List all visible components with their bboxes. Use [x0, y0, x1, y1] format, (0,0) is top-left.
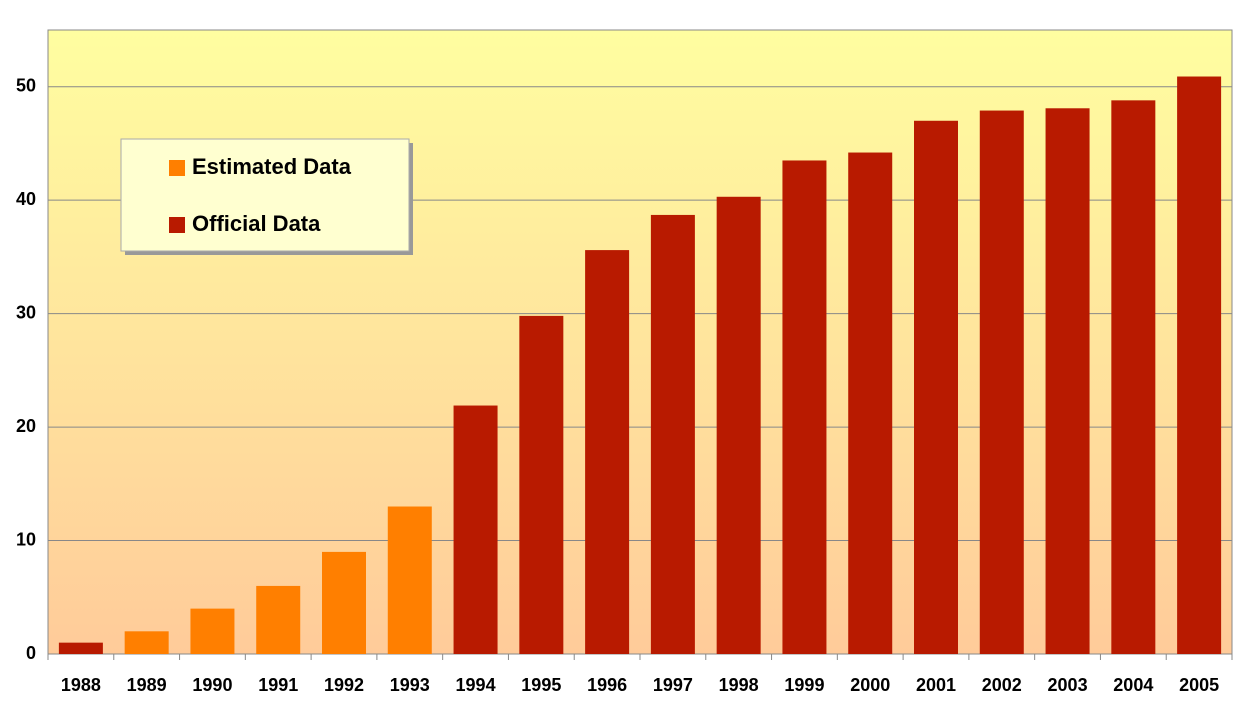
x-tick-label: 2003 — [1048, 675, 1088, 695]
bar — [585, 250, 630, 655]
x-tick-label: 1989 — [127, 675, 167, 695]
bar — [650, 214, 695, 654]
x-tick-label: 1999 — [784, 675, 824, 695]
legend-swatch — [169, 217, 185, 233]
x-tick-label: 2000 — [850, 675, 890, 695]
legend: Estimated Data Official Data — [120, 138, 413, 255]
y-tick-label: 30 — [16, 302, 36, 322]
y-tick-label: 40 — [16, 189, 36, 209]
x-tick-label: 1996 — [587, 675, 627, 695]
bar — [1045, 108, 1090, 655]
legend-swatch — [169, 160, 185, 176]
bar — [58, 642, 103, 654]
legend-label: Official Data — [192, 211, 321, 236]
x-tick-label: 1998 — [719, 675, 759, 695]
bar — [387, 506, 432, 654]
bar — [782, 160, 827, 655]
y-tick-label: 20 — [16, 416, 36, 436]
bar — [256, 585, 301, 654]
bar — [914, 120, 958, 655]
x-tick-label: 1995 — [521, 675, 561, 695]
legend-label: Estimated Data — [192, 154, 352, 179]
y-tick-label: 50 — [16, 75, 36, 95]
x-tick-label: 1991 — [258, 675, 298, 695]
bar — [1111, 100, 1156, 655]
bar — [322, 551, 366, 654]
x-tick-label: 2001 — [916, 675, 956, 695]
y-tick-label: 10 — [16, 529, 36, 549]
bar — [453, 405, 498, 654]
x-tick-label: 2005 — [1179, 675, 1219, 695]
bar — [190, 608, 235, 654]
x-tick-label: 1988 — [61, 675, 101, 695]
x-tick-label: 2002 — [982, 675, 1022, 695]
bar — [979, 110, 1024, 654]
y-tick-label: 0 — [26, 643, 36, 663]
bar — [716, 196, 761, 654]
x-tick-label: 1990 — [192, 675, 232, 695]
x-tick-label: 1993 — [390, 675, 430, 695]
x-tick-label: 1997 — [653, 675, 693, 695]
plot-area — [47, 29, 1233, 655]
bar — [124, 631, 169, 654]
bar — [848, 152, 893, 654]
x-tick-label: 1994 — [456, 675, 496, 695]
bar — [1177, 76, 1222, 655]
x-tick-label: 2004 — [1113, 675, 1153, 695]
x-tick-label: 1992 — [324, 675, 364, 695]
bar — [519, 315, 564, 654]
